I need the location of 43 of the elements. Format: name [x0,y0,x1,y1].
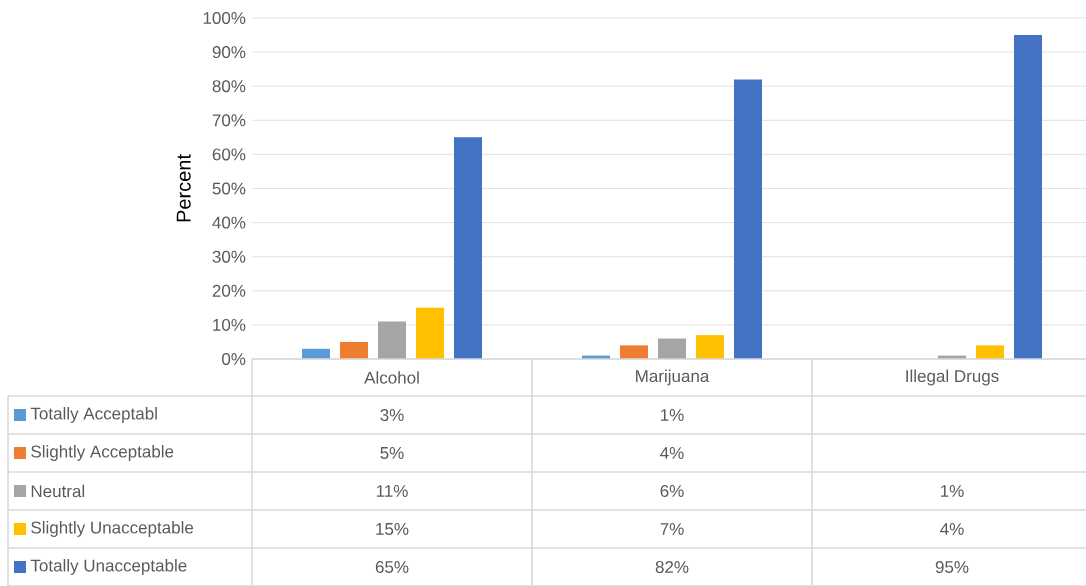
data-label: 6% [660,485,684,498]
data-label: 11% [376,485,408,497]
legend-label: Totally Acceptabl [30,407,157,423]
y-tick-label: 70% [212,114,246,127]
x-tick-label: Alcohol [364,371,419,384]
y-tick-label: 10% [213,318,246,331]
y-axis-title: Percent [176,154,191,222]
y-tick-label: 60% [212,148,246,161]
bar [620,345,649,359]
y-tick-label: 90% [212,46,246,59]
data-label: 4% [940,523,964,535]
y-tick-label: 0% [222,353,246,366]
legend-label: Slightly Unacceptable [31,521,194,537]
data-label: 65% [375,561,409,574]
bar [340,341,368,359]
bar [416,307,445,359]
bar [976,345,1004,359]
y-tick-label: 100% [203,12,246,25]
legend-label: Slightly Acceptable [31,445,174,461]
bar [454,137,483,359]
y-tick-label: 30% [212,250,246,263]
bar [658,338,687,359]
legend-label: Neutral [31,484,85,498]
data-label: 82% [655,561,689,574]
y-tick-label: 50% [212,182,246,195]
legend-label: Totally Unacceptable [30,559,187,575]
bar [734,79,762,359]
data-label: 1% [661,409,684,421]
data-label: 15% [376,523,409,535]
bar [1014,35,1042,359]
data-label: 3% [380,409,404,422]
data-label: 5% [380,447,404,459]
y-tick-label: 20% [212,284,246,297]
y-tick-label: 40% [212,216,246,229]
x-tick-label: Illegal Drugs [906,369,999,386]
data-label: 95% [935,561,969,574]
bar [696,335,725,359]
y-tick-label: 80% [212,80,246,93]
data-label: 7% [660,523,684,535]
bar [378,321,406,359]
data-label: 1% [941,485,964,497]
x-tick-label: Marijuana [636,369,710,386]
data-label: 4% [660,447,684,459]
